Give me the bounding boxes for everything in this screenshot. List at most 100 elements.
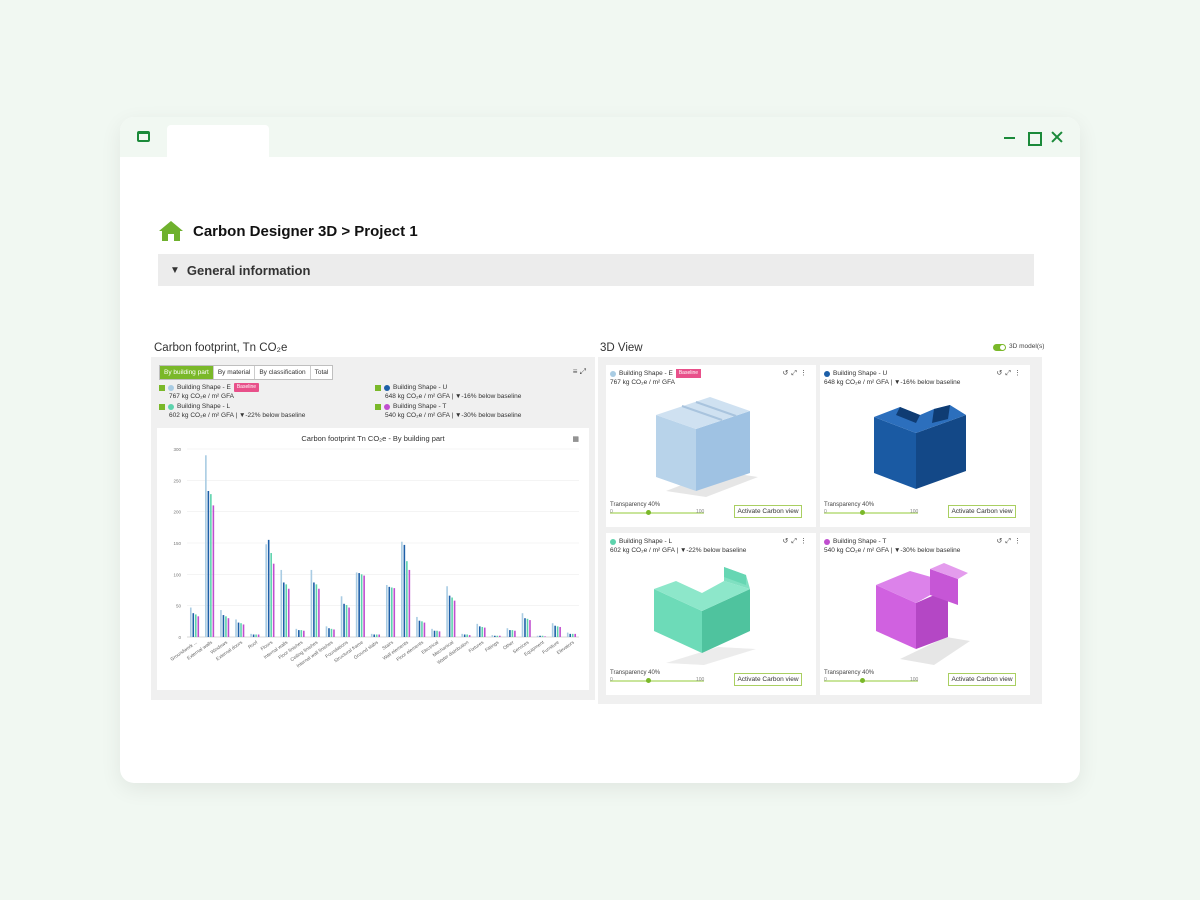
series-dot-icon	[610, 538, 616, 545]
building-model-t[interactable]	[860, 561, 980, 667]
tab-by-building-part[interactable]: By building part	[160, 366, 214, 379]
transparency-label: Transparency 40%	[824, 670, 875, 676]
chart-menu-icon[interactable]: ▦	[572, 436, 579, 443]
bar	[491, 635, 494, 637]
building-model-u[interactable]	[860, 393, 980, 499]
tab-by-classification[interactable]: By classification	[255, 366, 311, 379]
bar	[265, 544, 267, 637]
slider-max: 100	[696, 509, 705, 515]
bar	[466, 634, 468, 637]
series-dot-icon	[824, 370, 830, 377]
slider-knob[interactable]	[645, 678, 651, 683]
transparency-slider[interactable]	[610, 678, 704, 683]
minimize-icon[interactable]	[1000, 127, 1020, 147]
reset-icon[interactable]: ↺	[782, 370, 792, 377]
bar	[343, 603, 345, 637]
checkbox-icon[interactable]	[159, 384, 165, 391]
bar	[285, 584, 288, 637]
maximize-icon[interactable]	[1023, 127, 1043, 147]
x-tick-label: Roof	[247, 639, 259, 650]
transparency-slider[interactable]	[824, 510, 918, 515]
reset-icon[interactable]: ↺	[996, 370, 1006, 377]
breadcrumb-text[interactable]: Carbon Designer 3D > Project 1	[193, 222, 418, 240]
legend-item-l: Building Shape - L 602 kg CO₂e / m² GFA …	[159, 402, 305, 420]
card-value: 540 kg CO₂e / m² GFA | ▼-30% below basel…	[824, 547, 961, 554]
more-icon[interactable]: ⋮	[1014, 538, 1024, 545]
bar	[194, 614, 197, 637]
reset-icon[interactable]: ↺	[782, 538, 792, 545]
expand-icon[interactable]: ⤢	[579, 367, 586, 376]
slider-knob[interactable]	[645, 510, 651, 515]
y-tick-label: 300	[173, 447, 181, 452]
bar	[451, 597, 453, 637]
expand-icon[interactable]: ⤢	[1005, 538, 1014, 545]
activate-carbon-view-button[interactable]: Activate Carbon view	[948, 673, 1016, 686]
x-tick-label: Ground slabs	[353, 639, 380, 661]
tab-total[interactable]: Total	[314, 369, 329, 376]
bar	[235, 619, 237, 637]
transparency-slider[interactable]	[610, 510, 704, 515]
activate-carbon-view-button[interactable]: Activate Carbon view	[948, 505, 1016, 518]
bar	[300, 630, 303, 637]
legend-value: 602 kg CO₂e / m² GFA | ▼-22% below basel…	[169, 412, 306, 419]
more-icon[interactable]: ⋮	[1014, 370, 1024, 377]
activate-carbon-view-button[interactable]: Activate Carbon view	[734, 505, 802, 518]
transparency-slider[interactable]	[824, 678, 918, 683]
more-icon[interactable]: ⋮	[800, 538, 810, 545]
activate-carbon-view-button[interactable]: Activate Carbon view	[734, 673, 802, 686]
card-name: Building Shape - L	[619, 538, 673, 545]
bar	[267, 539, 270, 637]
slider-knob[interactable]	[859, 678, 865, 683]
slider-knob[interactable]	[859, 510, 865, 515]
bar	[408, 569, 411, 637]
bar	[270, 553, 272, 637]
bar	[514, 630, 516, 637]
slider-min: 0	[610, 509, 613, 515]
bar	[481, 626, 484, 637]
card-controls: ↺⤢⋮	[783, 369, 810, 378]
x-tick-label: Elevators	[556, 639, 576, 656]
bar	[360, 574, 363, 637]
bar	[476, 623, 479, 637]
checkbox-icon[interactable]	[375, 384, 381, 391]
filter-icon[interactable]: ≡	[572, 367, 578, 376]
bar	[227, 618, 230, 637]
y-tick-label: 150	[173, 541, 181, 546]
tab-by-material[interactable]: By material	[214, 366, 256, 379]
bar	[192, 613, 195, 637]
expand-icon[interactable]: ⤢	[1005, 370, 1014, 377]
expand-icon[interactable]: ⤢	[791, 538, 800, 545]
general-information-section[interactable]: ▼ General information	[158, 254, 1034, 286]
building-model-e[interactable]	[646, 393, 766, 499]
model-card-e: Building Shape - E Baseline 767 kg CO₂e …	[606, 365, 816, 527]
checkbox-icon[interactable]	[159, 403, 165, 410]
carbon-footprint-title: Carbon footprint, Tn CO₂e	[154, 342, 288, 354]
view-3d-title: 3D View	[600, 342, 643, 354]
building-model-l[interactable]	[646, 561, 766, 667]
browser-tab[interactable]	[167, 125, 269, 157]
bar	[468, 635, 471, 637]
bar	[403, 544, 406, 637]
bar	[205, 455, 207, 637]
bar	[207, 490, 210, 637]
reset-icon[interactable]: ↺	[996, 538, 1006, 545]
home-icon[interactable]	[158, 220, 184, 242]
bar	[461, 633, 463, 637]
slider-max: 100	[696, 677, 705, 683]
bar	[197, 616, 200, 637]
bar	[571, 633, 574, 637]
more-icon[interactable]: ⋮	[800, 370, 810, 377]
bar	[506, 628, 509, 637]
card-controls: ↺⤢⋮	[997, 369, 1024, 378]
model-card-l: Building Shape - L 602 kg CO₂e / m² GFA …	[606, 533, 816, 695]
series-dot-icon	[384, 384, 390, 391]
legend-name: Building Shape - U	[393, 384, 448, 391]
close-icon[interactable]	[1047, 127, 1067, 147]
bar	[212, 505, 215, 637]
baseline-badge: Baseline	[675, 369, 702, 378]
3d-models-toggle[interactable]	[993, 344, 1006, 351]
checkbox-icon[interactable]	[375, 403, 381, 410]
expand-icon[interactable]: ⤢	[791, 370, 800, 377]
bar	[448, 595, 451, 637]
card-header: Building Shape - T 540 kg CO₂e / m² GFA …	[824, 537, 960, 555]
